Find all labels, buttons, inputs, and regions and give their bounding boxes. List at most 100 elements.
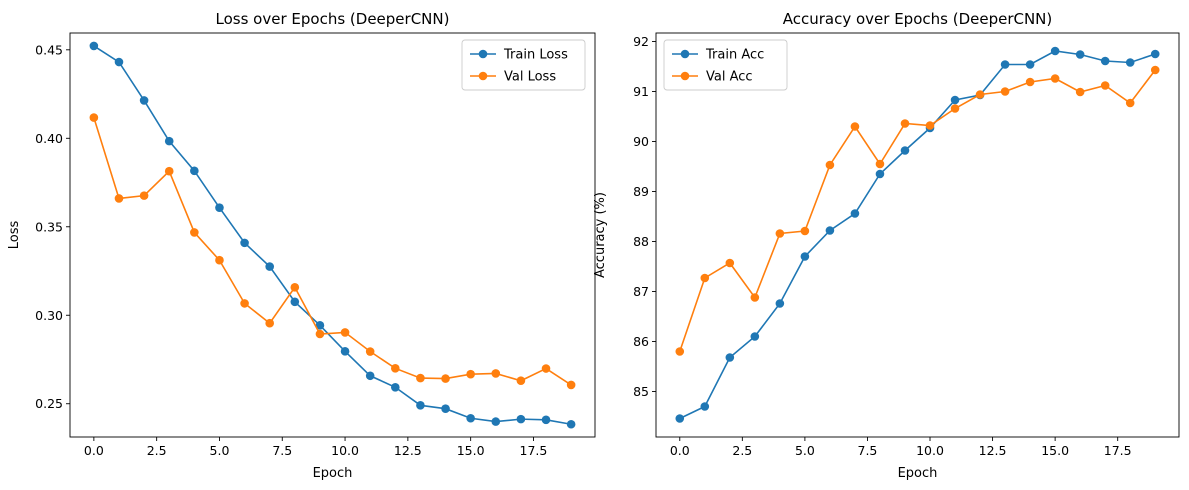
x-tick-label: 10.0 bbox=[331, 443, 359, 458]
chart-title: Loss over Epochs (DeeperCNN) bbox=[216, 10, 450, 28]
legend-marker bbox=[680, 49, 690, 59]
data-point bbox=[750, 332, 760, 341]
legend-box bbox=[663, 39, 788, 91]
data-point bbox=[1075, 87, 1085, 97]
data-point bbox=[1100, 56, 1110, 66]
x-tick-label: 5.0 bbox=[795, 443, 815, 458]
chart-title: Accuracy over Epochs (DeeperCNN) bbox=[783, 10, 1053, 28]
data-point bbox=[541, 364, 551, 373]
y-tick-label: 85 bbox=[633, 384, 649, 399]
data-point bbox=[1100, 81, 1110, 90]
data-point bbox=[900, 146, 910, 155]
data-point bbox=[850, 209, 860, 218]
data-point bbox=[800, 226, 810, 236]
legend-entry: Val Acc bbox=[706, 70, 753, 85]
data-point bbox=[516, 376, 526, 386]
data-point bbox=[190, 228, 199, 237]
legend-box bbox=[461, 39, 586, 91]
legend-entry: Train Loss bbox=[503, 48, 568, 63]
data-point bbox=[215, 203, 224, 212]
data-point bbox=[340, 328, 350, 337]
x-tick-label: 17.5 bbox=[1104, 443, 1132, 458]
data-point bbox=[700, 273, 710, 283]
legend-marker bbox=[478, 71, 488, 81]
x-axis-label: Epoch bbox=[898, 466, 938, 481]
data-point bbox=[675, 414, 685, 423]
x-tick-label: 7.5 bbox=[272, 443, 292, 458]
data-point bbox=[950, 95, 960, 105]
loss-chart: Loss over Epochs (DeeperCNN) 0.0 2.5 5.0 7.5… bbox=[7, 10, 596, 481]
series-line-1 bbox=[679, 69, 1156, 352]
data-point bbox=[190, 166, 199, 176]
data-point bbox=[491, 369, 501, 378]
data-point bbox=[800, 252, 810, 261]
data-point bbox=[89, 113, 99, 122]
data-point bbox=[1025, 60, 1035, 69]
series-line-0 bbox=[679, 50, 1156, 420]
data-point bbox=[725, 258, 735, 268]
data-point bbox=[825, 226, 835, 235]
data-point bbox=[750, 293, 760, 302]
data-point bbox=[290, 297, 300, 307]
data-point bbox=[340, 347, 350, 356]
legend-marker bbox=[478, 49, 488, 59]
y-axis-label: Loss bbox=[7, 221, 22, 250]
data-point bbox=[1150, 49, 1160, 59]
y-tick-label: 0.30 bbox=[35, 308, 63, 323]
x-tick-label: 2.5 bbox=[147, 443, 167, 458]
data-point bbox=[466, 413, 475, 423]
data-point bbox=[114, 194, 124, 203]
x-tick-label: 7.5 bbox=[858, 443, 878, 458]
data-point bbox=[265, 262, 275, 271]
y-tick-label: 89 bbox=[633, 184, 649, 199]
data-point bbox=[900, 119, 910, 128]
y-axis-label: Accuracy (%) bbox=[593, 192, 608, 278]
data-point bbox=[950, 104, 960, 113]
x-tick-label: 10.0 bbox=[916, 443, 944, 458]
data-point bbox=[240, 238, 249, 248]
data-point bbox=[1025, 77, 1035, 87]
data-point bbox=[89, 41, 99, 51]
x-tick-label: 5.0 bbox=[210, 443, 230, 458]
legend-entry: Train Acc bbox=[705, 48, 764, 63]
y-tick-label: 91 bbox=[633, 84, 649, 99]
data-point bbox=[1000, 87, 1010, 96]
data-point bbox=[925, 121, 935, 130]
data-point bbox=[441, 374, 450, 383]
y-tick-label: 0.40 bbox=[35, 131, 63, 146]
data-point bbox=[875, 169, 885, 179]
data-point bbox=[541, 415, 551, 425]
data-point bbox=[441, 404, 450, 413]
x-tick-label: 0.0 bbox=[84, 443, 104, 458]
data-point bbox=[390, 382, 400, 392]
data-point bbox=[675, 347, 685, 356]
data-point bbox=[1000, 60, 1010, 69]
data-point bbox=[516, 414, 526, 424]
x-tick-label: 12.5 bbox=[394, 443, 422, 458]
y-tick-label: 0.45 bbox=[35, 42, 63, 57]
data-point bbox=[265, 318, 275, 328]
data-point bbox=[114, 57, 124, 67]
data-point bbox=[1050, 46, 1060, 56]
data-point bbox=[390, 364, 400, 373]
x-tick-label: 12.5 bbox=[979, 443, 1007, 458]
x-tick-label: 2.5 bbox=[732, 443, 752, 458]
data-point bbox=[139, 96, 149, 105]
data-point bbox=[164, 166, 174, 176]
data-point bbox=[975, 90, 985, 99]
axes-frame bbox=[655, 32, 1180, 438]
series-line-1 bbox=[93, 117, 572, 386]
data-point bbox=[290, 282, 300, 292]
data-point bbox=[240, 299, 249, 308]
data-point bbox=[875, 159, 885, 169]
data-point bbox=[1125, 98, 1135, 108]
data-point bbox=[825, 160, 835, 170]
data-point bbox=[1150, 65, 1160, 75]
data-point bbox=[466, 369, 475, 379]
y-tick-label: 87 bbox=[633, 284, 649, 299]
y-tick-label: 86 bbox=[633, 334, 649, 349]
data-point bbox=[775, 229, 785, 238]
accuracy-chart: Accuracy over Epochs (DeeperCNN) 0.0 2.5 5.… bbox=[593, 10, 1180, 481]
series-line-0 bbox=[93, 45, 572, 426]
